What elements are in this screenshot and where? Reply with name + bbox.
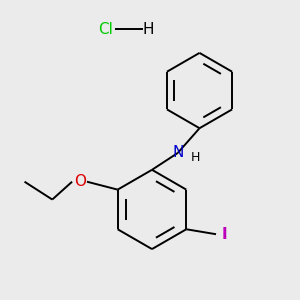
Text: I: I	[221, 227, 227, 242]
Text: H: H	[191, 152, 200, 164]
Text: Cl: Cl	[98, 22, 113, 37]
Text: N: N	[172, 146, 183, 160]
Text: O: O	[74, 174, 86, 189]
Text: H: H	[142, 22, 154, 37]
